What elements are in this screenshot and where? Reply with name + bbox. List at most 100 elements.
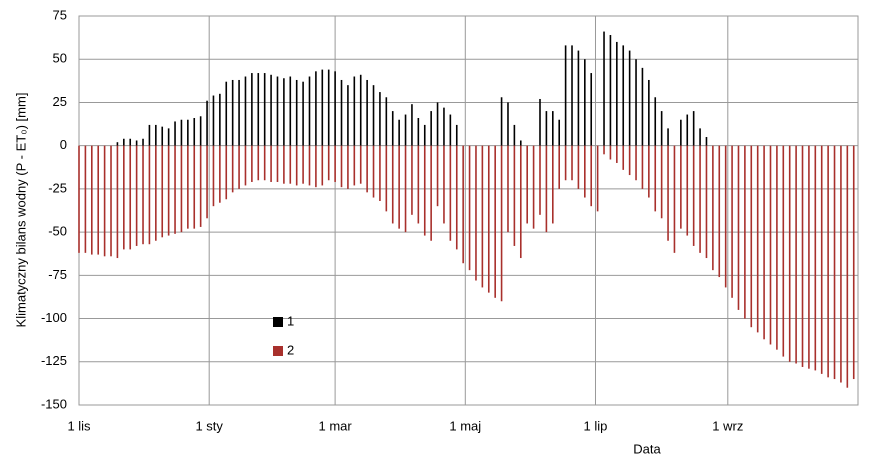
bar [731,145,733,298]
bar [635,59,637,146]
bar [852,145,855,380]
bar [283,145,285,184]
bar [699,128,701,146]
bar [628,145,631,176]
bar [289,76,292,146]
bar [500,97,503,146]
bar [276,76,279,146]
bar [430,145,432,241]
bar [609,35,612,146]
bar [545,111,548,146]
bar [398,119,400,146]
bar [327,145,330,181]
y-tick-label: -100 [41,310,67,325]
bar [206,100,208,146]
bar [340,79,343,146]
bar [654,97,657,146]
bar [667,145,669,241]
x-tick-label: 1 mar [318,418,352,433]
bar [411,145,413,215]
bar [212,95,215,146]
bar [648,79,650,146]
bar [545,145,548,233]
bar [776,145,778,350]
bar [449,114,452,146]
bar [827,145,829,378]
bar [596,145,599,212]
bar [398,145,400,229]
bar [334,145,336,182]
bar [116,145,119,259]
bar [347,145,349,189]
bar [686,114,689,146]
bar [558,119,561,146]
bar [577,50,580,146]
bar [187,145,189,229]
bar [635,145,637,181]
bar [539,145,541,215]
legend-swatch [273,346,283,356]
bar [539,98,541,146]
bar [577,145,580,189]
bar [372,85,375,146]
bar [334,71,336,146]
bar [430,111,432,146]
bar [155,145,157,241]
bar [449,145,452,241]
bar [622,45,625,146]
bar [795,145,797,364]
bar [481,145,484,288]
bar [801,145,804,367]
bar [110,145,112,257]
bar [193,118,196,146]
legend-label: 2 [287,342,294,357]
bar [526,145,528,224]
bar [276,145,279,182]
bar [135,140,138,146]
bar [558,145,561,189]
bar [680,119,682,146]
bar [225,81,228,146]
bar [622,145,625,170]
bar [78,145,80,253]
bar [507,145,509,233]
bar [366,79,368,146]
y-tick-label: -25 [48,180,67,195]
bar [167,145,170,236]
y-tick-label: 0 [60,137,67,152]
bar [315,145,317,188]
legend-label: 1 [287,313,294,328]
bar [705,137,708,146]
bar [116,142,119,146]
bar [699,145,701,253]
bar [263,145,266,181]
bar [231,145,234,193]
bar [161,145,164,238]
bar [148,124,151,146]
bar [385,97,388,146]
bar [616,41,618,146]
bar [379,92,381,146]
bar [763,145,765,340]
bar [135,145,138,246]
bar [404,114,407,146]
bar [302,81,304,146]
bar [667,128,669,146]
bar [724,145,727,288]
bar [590,73,593,146]
bar [455,124,458,146]
y-tick-label: 50 [53,51,67,66]
bar [756,145,759,333]
bar [718,145,721,278]
bar [219,145,221,203]
bar [91,145,93,255]
bar [142,145,144,245]
bar [148,145,151,245]
bar [315,71,317,146]
bar [129,145,132,250]
bar [820,145,823,374]
bar [423,124,426,146]
x-tick-label: 1 lip [584,418,608,433]
y-tick-label: -50 [48,224,67,239]
bar [692,111,695,146]
